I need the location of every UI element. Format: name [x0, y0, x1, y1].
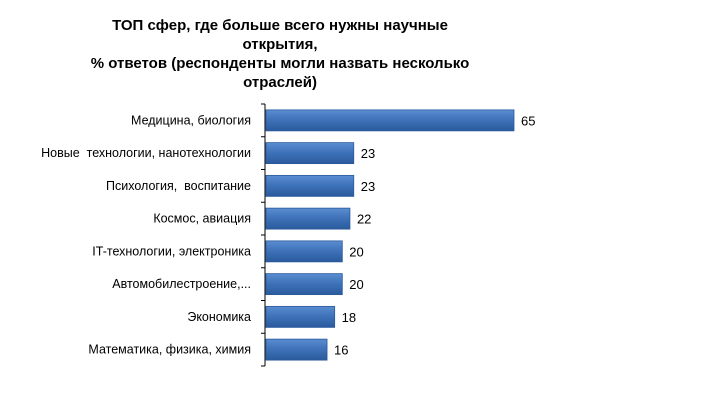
chart-title: ТОП сфер, где больше всего нужны научные… — [20, 16, 540, 92]
bar — [265, 273, 343, 296]
category-label: Медицина, биология — [131, 113, 251, 127]
category-label: Психология, воспитание — [106, 179, 251, 193]
bar — [265, 207, 351, 230]
value-label: 65 — [521, 113, 535, 128]
category-label: Математика, физика, химия — [88, 343, 251, 357]
bar — [265, 338, 328, 361]
value-label: 18 — [342, 310, 356, 325]
category-label: Автомобилестроение,... — [112, 277, 251, 291]
value-label: 23 — [361, 146, 375, 161]
chart-title-line-4: отраслей) — [243, 74, 317, 91]
chart-title-line-3: % ответов (респонденты могли назвать нес… — [90, 55, 470, 72]
value-label: 20 — [349, 277, 363, 292]
chart-title-line-2: открытия, — [242, 36, 318, 53]
category-label: Новые технологии, нанотехнологии — [41, 146, 251, 160]
bar — [265, 142, 355, 165]
bar — [265, 240, 343, 263]
category-label: Космос, авиация — [153, 212, 251, 226]
category-label: IT-технологии, электроника — [92, 244, 251, 258]
bar — [265, 305, 336, 328]
bar — [265, 174, 355, 197]
bar — [265, 109, 515, 132]
value-label: 23 — [361, 179, 375, 194]
value-label: 22 — [357, 212, 371, 227]
chart-title-line-1: ТОП сфер, где больше всего нужны научные — [112, 17, 448, 34]
value-label: 16 — [334, 343, 348, 358]
value-label: 20 — [349, 244, 363, 259]
category-label: Экономика — [187, 310, 251, 324]
